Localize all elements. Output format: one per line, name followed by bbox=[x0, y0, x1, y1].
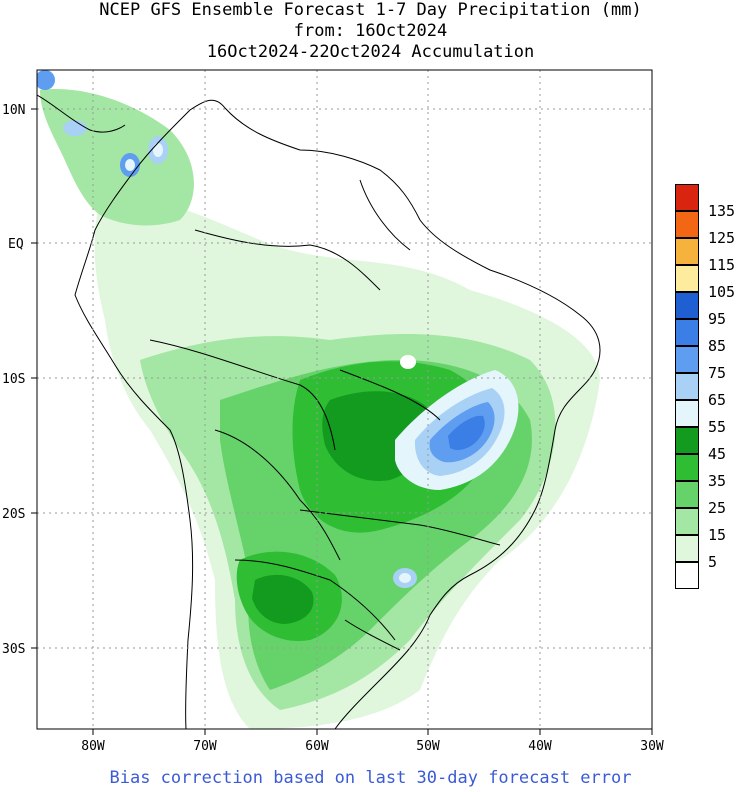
chart-title: NCEP GFS Ensemble Forecast 1-7 Day Preci… bbox=[99, 0, 642, 20]
legend-swatch bbox=[675, 562, 699, 589]
precip-region-85 bbox=[448, 415, 485, 450]
lon-label-80w: 80W bbox=[81, 739, 105, 754]
graticule bbox=[37, 70, 652, 729]
legend-swatch bbox=[675, 319, 699, 346]
lon-label-60w: 60W bbox=[305, 739, 329, 754]
legend-swatch bbox=[675, 508, 699, 535]
lon-label-30w: 30W bbox=[640, 739, 664, 754]
precip-spot-central-america bbox=[63, 120, 87, 136]
precip-spot-north bbox=[400, 355, 416, 369]
legend-swatch bbox=[675, 481, 699, 508]
inland-border-7 bbox=[344, 619, 401, 651]
lat-label-20s: 20S bbox=[2, 507, 25, 522]
accumulation-period: 16Oct2024-22Oct2024 Accumulation bbox=[206, 42, 535, 62]
legend-swatch bbox=[675, 211, 699, 238]
precip-spot-caribbean bbox=[37, 70, 55, 90]
lon-label-50w: 50W bbox=[416, 739, 440, 754]
lat-label-eq: EQ bbox=[8, 237, 24, 252]
legend-label: 115 bbox=[708, 256, 736, 274]
legend-label: 105 bbox=[708, 283, 736, 301]
inland-border-5 bbox=[299, 509, 501, 546]
south-america-coastline bbox=[134, 99, 601, 729]
legend-swatch bbox=[675, 184, 699, 211]
legend-label: 75 bbox=[708, 364, 727, 382]
lon-label-40w: 40W bbox=[528, 739, 552, 754]
south-america-west-coast bbox=[74, 169, 194, 729]
lat-label-10s: 10S bbox=[2, 372, 25, 387]
legend-label: 5 bbox=[708, 553, 718, 571]
lon-label-70w: 70W bbox=[193, 739, 217, 754]
legend-swatch bbox=[675, 373, 699, 400]
precipitation-fill bbox=[37, 70, 601, 729]
inland-border-4 bbox=[339, 369, 441, 421]
bias-correction-note: Bias correction based on last 30-day for… bbox=[109, 768, 632, 788]
legend-swatch bbox=[675, 427, 699, 454]
legend-label: 45 bbox=[708, 445, 727, 463]
precip-spot-panama-core bbox=[125, 159, 135, 171]
legend-label: 65 bbox=[708, 391, 727, 409]
legend-swatch bbox=[675, 265, 699, 292]
map-frame bbox=[36, 69, 653, 730]
legend-label: 125 bbox=[708, 229, 736, 247]
forecast-from-date: from: 16Oct2024 bbox=[293, 21, 448, 41]
inland-border-2 bbox=[149, 339, 336, 451]
legend-label: 135 bbox=[708, 202, 736, 220]
lat-label-30s: 30S bbox=[2, 642, 25, 657]
lat-label-10n: 10N bbox=[2, 103, 25, 118]
legend-label: 25 bbox=[708, 499, 727, 517]
inland-border-3 bbox=[214, 429, 341, 561]
legend-label: 55 bbox=[708, 418, 727, 436]
legend-swatch bbox=[675, 400, 699, 427]
legend-swatch bbox=[675, 292, 699, 319]
legend-label: 85 bbox=[708, 337, 727, 355]
inland-border-8 bbox=[359, 179, 411, 251]
legend-swatch bbox=[675, 238, 699, 265]
axis-ticks bbox=[31, 108, 653, 735]
legend-label: 15 bbox=[708, 526, 727, 544]
legend-label: 35 bbox=[708, 472, 727, 490]
precip-region-light-north bbox=[40, 89, 194, 226]
legend-swatch bbox=[675, 535, 699, 562]
inland-border-1 bbox=[194, 229, 381, 291]
coastlines bbox=[37, 94, 601, 729]
central-america-coast bbox=[37, 94, 126, 133]
precip-spot-southeast-core bbox=[399, 573, 411, 583]
legend-swatch bbox=[675, 346, 699, 373]
legend-label: 95 bbox=[708, 310, 727, 328]
inland-border-6 bbox=[234, 559, 396, 641]
precip-region-45-south bbox=[252, 574, 314, 624]
precip-spot-colombia-core bbox=[153, 143, 163, 157]
legend-swatch bbox=[675, 454, 699, 481]
